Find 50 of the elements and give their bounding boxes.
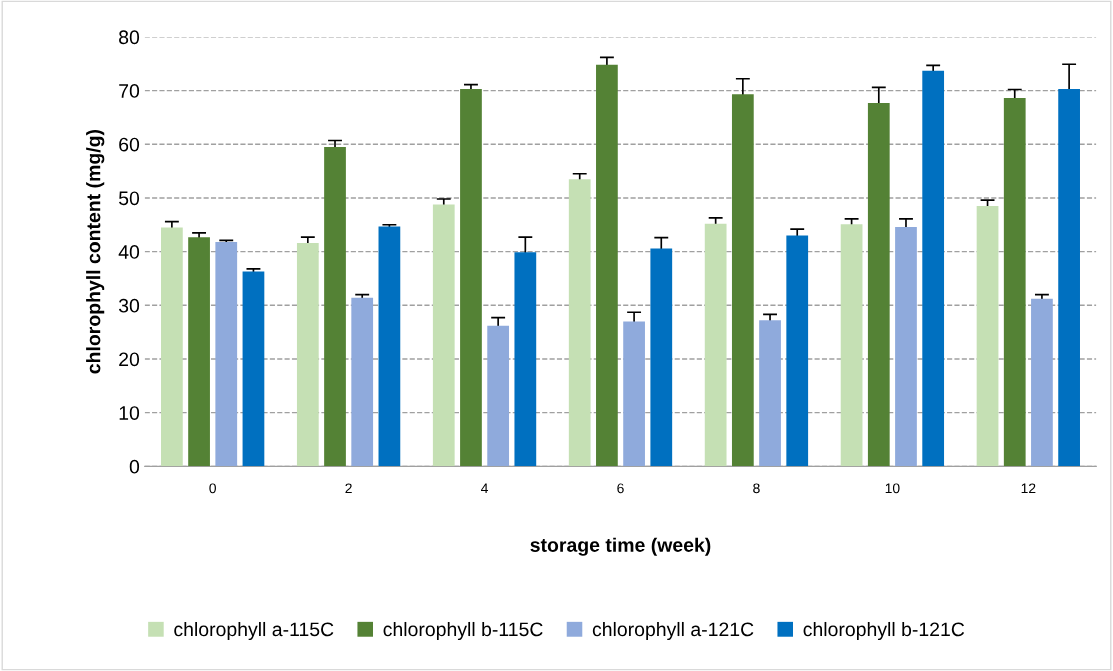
bar xyxy=(840,224,863,467)
y-tick-label: 60 xyxy=(119,137,140,152)
bar xyxy=(867,102,890,467)
x-tick-label: 8 xyxy=(753,483,760,494)
bar xyxy=(1031,298,1053,467)
bar xyxy=(188,237,210,467)
legend-label: chlorophyll a-115C xyxy=(174,621,334,641)
x-tick-label: 4 xyxy=(481,483,489,494)
bar xyxy=(623,321,645,467)
x-tick-label: 10 xyxy=(885,483,900,494)
bar xyxy=(514,252,537,467)
bar xyxy=(731,94,754,467)
bar xyxy=(596,64,618,467)
bar xyxy=(786,235,809,467)
bar xyxy=(976,206,999,467)
y-tick-label: 50 xyxy=(118,191,140,206)
y-tick-label: 80 xyxy=(119,30,140,45)
y-tick-label: 70 xyxy=(119,84,140,98)
bar xyxy=(650,248,673,467)
y-tick-label: 20 xyxy=(119,352,140,367)
bar xyxy=(1003,98,1026,467)
bar xyxy=(378,226,401,467)
bar xyxy=(351,297,374,467)
bar xyxy=(161,227,183,467)
legend-label: chlorophyll b-121C xyxy=(803,621,965,641)
legend-label: chlorophyll b-115C xyxy=(383,621,543,641)
legend-label: chlorophyll a-121C xyxy=(592,621,754,641)
bar xyxy=(487,325,510,467)
x-tick-label: 2 xyxy=(345,483,352,494)
bar xyxy=(242,271,265,467)
x-tick-label: 0 xyxy=(209,483,216,494)
x-tick-label: 12 xyxy=(1021,483,1036,494)
y-tick-label: 10 xyxy=(119,406,140,420)
x-axis-title: storage time (week) xyxy=(530,537,711,556)
bar xyxy=(704,223,727,467)
bar xyxy=(296,243,319,467)
bar xyxy=(568,179,591,467)
y-tick-label: 0 xyxy=(129,459,140,474)
bar xyxy=(759,320,781,467)
y-tick-label: 30 xyxy=(118,298,140,313)
bar xyxy=(460,88,482,467)
bar xyxy=(922,70,945,467)
bar xyxy=(895,226,917,467)
bar xyxy=(324,146,346,467)
bar xyxy=(1058,88,1080,467)
x-tick-label: 6 xyxy=(617,483,624,494)
bar xyxy=(215,241,238,467)
bar xyxy=(432,204,455,467)
y-tick-label: 40 xyxy=(118,245,140,259)
y-axis-title: chlorophyll content (mg/g) xyxy=(86,129,105,374)
